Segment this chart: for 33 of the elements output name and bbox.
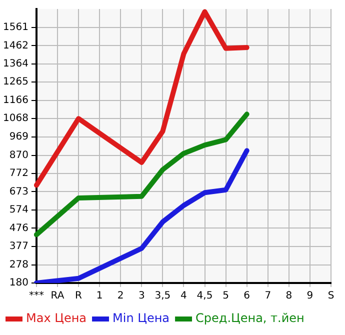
x-tick-label: 6 [244,290,250,302]
y-tick-label: 870 [9,150,28,161]
x-tick-label: S [328,290,334,302]
y-tick-label: 969 [9,132,28,143]
x-tick-label: 4,5 [196,290,213,302]
y-tick-label: 278 [9,259,28,270]
x-tick-label: 3,5 [154,290,171,302]
y-tick-label: 377 [9,241,28,252]
x-tick-label: 8 [286,290,292,302]
y-tick-label: 1265 [2,76,28,88]
x-tick-label: 5 [222,290,229,302]
x-tick-label: 2 [117,290,124,302]
y-tick-label: 180 [9,278,28,289]
x-tick-label: 7 [264,290,272,302]
x-tick-label: RA [50,290,64,302]
x-tick-label: *** [28,290,44,302]
y-tick-label: 1166 [2,95,28,106]
x-tick-label: 3 [138,290,145,302]
x-tick-label: 4 [180,290,187,302]
x-tick-label: 1 [96,290,103,302]
y-tick-label: 476 [9,222,28,234]
legend-label: Сред.Цена, т.йен [196,311,304,326]
y-tick-label: 673 [9,186,28,198]
legend-label: Max Цена [26,311,87,326]
y-tick-label: 1068 [2,113,28,124]
y-tick-label: 1364 [2,58,28,70]
y-tick-label: 1561 [2,22,28,33]
y-tick-label: 574 [9,204,28,216]
y-tick-label: 772 [9,168,28,179]
x-tick-label: R [75,290,82,302]
legend-label: Min Цена [112,311,170,326]
x-tick-label: 9 [306,290,314,302]
y-tick-label: 1462 [2,40,28,52]
